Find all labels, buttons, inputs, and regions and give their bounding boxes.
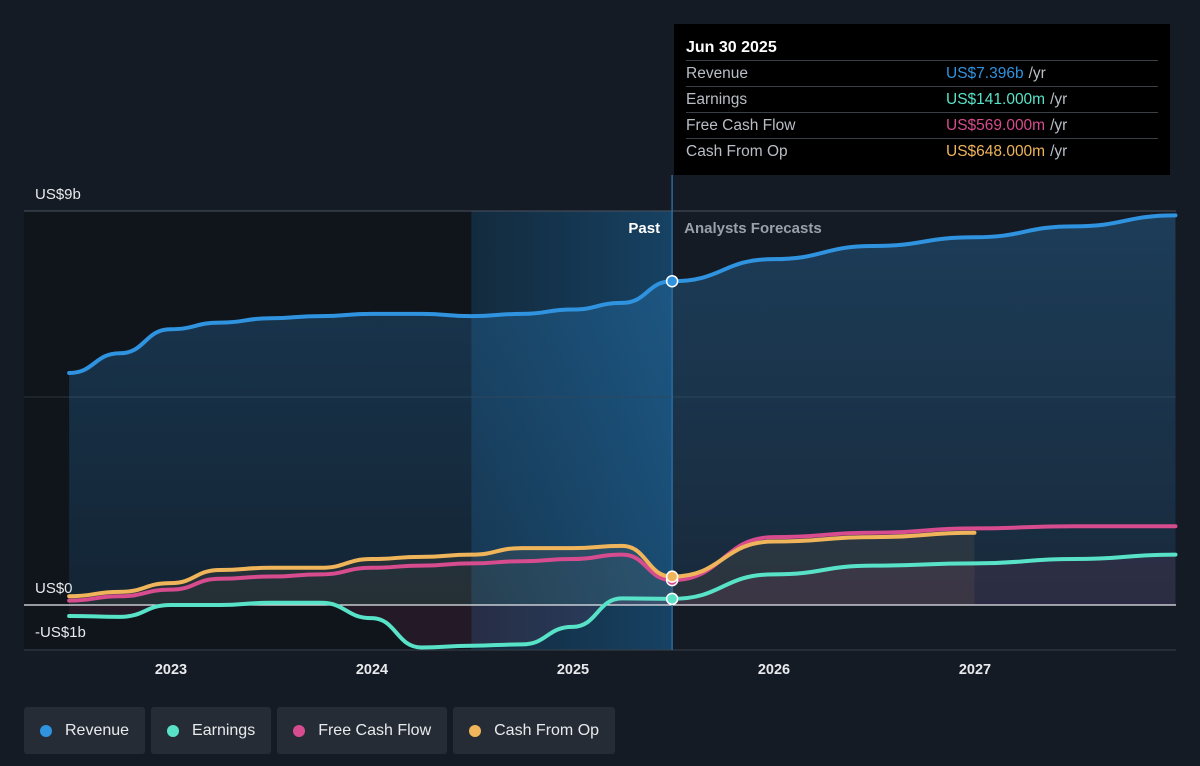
tooltip-label: Earnings bbox=[686, 91, 748, 108]
y-tick-label: US$9b bbox=[35, 186, 81, 203]
tooltip-value: US$7.396b bbox=[946, 65, 1024, 82]
tooltip-row-free-cash-flow: Free Cash Flow US$569.000m /yr bbox=[686, 112, 1158, 138]
x-tick-label: 2024 bbox=[356, 662, 388, 678]
tooltip-value: US$141.000m bbox=[946, 91, 1046, 108]
legend-item-earnings[interactable]: Earnings bbox=[151, 707, 272, 754]
legend-item-revenue[interactable]: Revenue bbox=[24, 707, 146, 754]
tooltip-row-cash-from-op: Cash From Op US$648.000m /yr bbox=[686, 138, 1158, 164]
legend-dot-icon bbox=[293, 724, 306, 737]
tooltip-rows: Revenue US$7.396b /yr Earnings US$141.00… bbox=[686, 60, 1158, 164]
past-label: Past bbox=[628, 220, 660, 237]
revenue-area bbox=[69, 215, 1176, 605]
y-tick-label: US$0 bbox=[35, 580, 73, 597]
cash-from-op-area bbox=[69, 532, 975, 605]
legend-dot-icon bbox=[40, 724, 52, 737]
legend-label: Revenue bbox=[65, 721, 130, 739]
legend-label: Cash From Op bbox=[494, 721, 600, 739]
legend-dot-icon bbox=[469, 724, 482, 737]
x-tick-label: 2023 bbox=[155, 662, 187, 678]
tooltip-label: Cash From Op bbox=[686, 143, 788, 160]
legend-item-cash-from-op[interactable]: Cash From Op bbox=[453, 707, 616, 754]
x-tick-label: 2027 bbox=[959, 662, 991, 678]
series-line-revenue bbox=[67, 213, 1178, 375]
legend-label: Earnings bbox=[192, 721, 256, 739]
tooltip-unit: /yr bbox=[1050, 91, 1068, 108]
tooltip-unit: /yr bbox=[1050, 143, 1068, 160]
forecast-label: Analysts Forecasts bbox=[684, 220, 822, 237]
tooltip-unit: /yr bbox=[1028, 65, 1046, 82]
series-line-cash-from-op bbox=[67, 530, 977, 599]
legend-dot-icon bbox=[167, 724, 180, 737]
tooltip-value: US$648.000m bbox=[946, 143, 1046, 160]
tooltip-label: Free Cash Flow bbox=[686, 117, 796, 134]
tooltip-row-earnings: Earnings US$141.000m /yr bbox=[686, 86, 1158, 112]
series-line-earnings bbox=[67, 552, 1178, 650]
current-point-earnings bbox=[665, 592, 679, 606]
tooltip-row-revenue: Revenue US$7.396b /yr bbox=[686, 60, 1158, 86]
tooltip-date: Jun 30 2025 bbox=[686, 39, 777, 56]
legend-label: Free Cash Flow bbox=[318, 721, 432, 739]
hover-tooltip: Jun 30 2025 Revenue US$7.396b /yr Earnin… bbox=[674, 24, 1170, 175]
y-tick-label: -US$1b bbox=[35, 624, 86, 641]
earnings-area bbox=[69, 554, 1176, 648]
legend-item-free-cash-flow[interactable]: Free Cash Flow bbox=[277, 707, 448, 754]
tooltip-unit: /yr bbox=[1050, 117, 1068, 134]
current-point-revenue bbox=[665, 274, 679, 288]
x-tick-label: 2025 bbox=[557, 662, 589, 678]
current-point-cash-from-op bbox=[665, 570, 679, 583]
tooltip-value: US$569.000m bbox=[946, 117, 1046, 134]
chart-legend: Revenue Earnings Free Cash Flow Cash Fro… bbox=[24, 707, 616, 754]
x-tick-label: 2026 bbox=[758, 662, 790, 678]
tooltip-label: Revenue bbox=[686, 65, 749, 82]
series-line-free-cash-flow bbox=[67, 524, 1178, 603]
